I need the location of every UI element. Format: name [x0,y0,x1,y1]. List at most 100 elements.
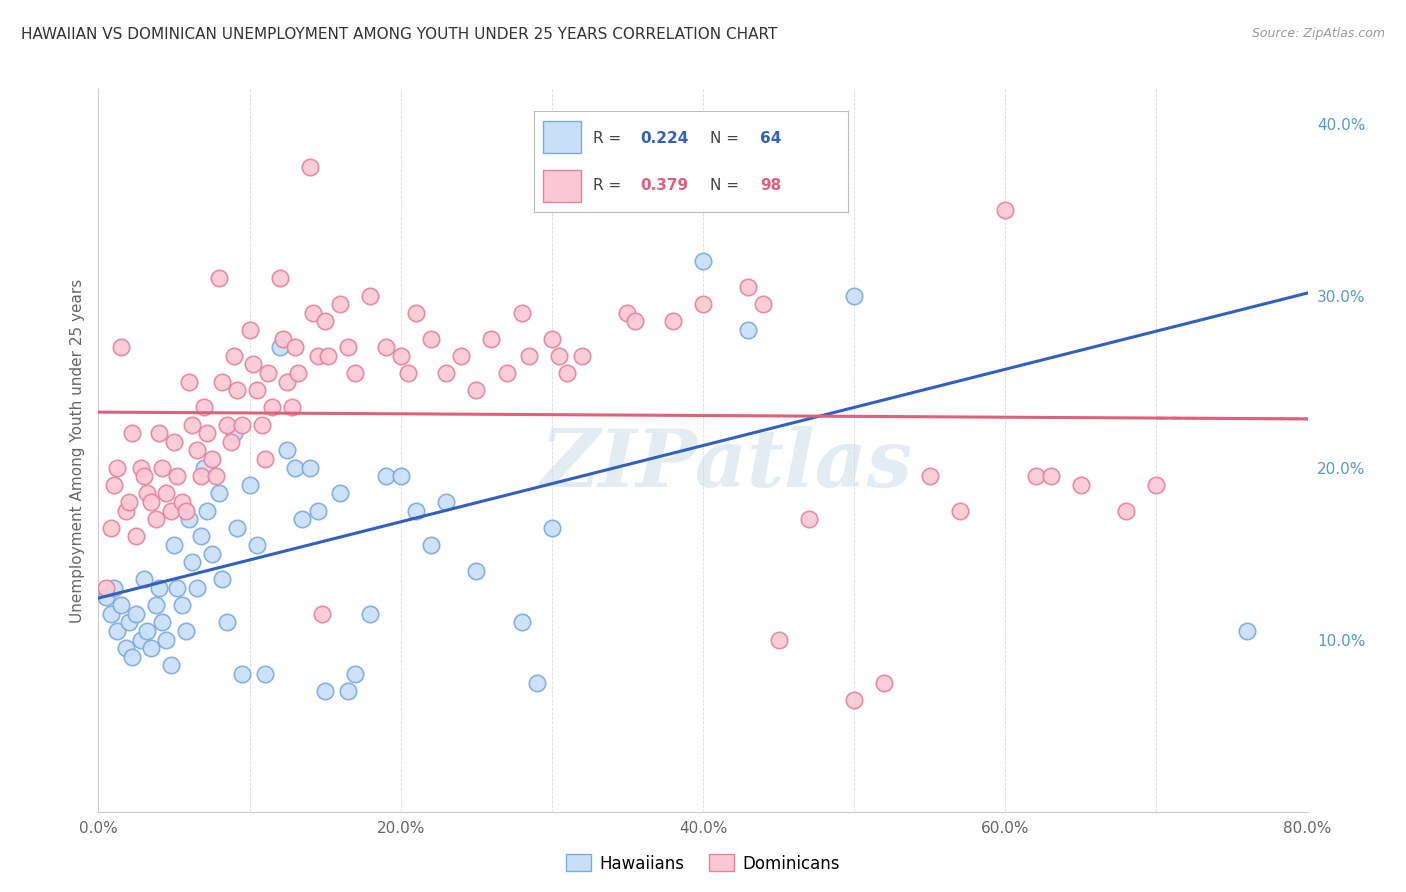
Point [389,349,412,363]
Y-axis label: Unemployment Among Youth under 25 years: Unemployment Among Youth under 25 years [69,278,84,623]
Point [205,469,228,483]
Point [692,297,714,311]
Point [163,538,186,552]
Point [208,486,231,500]
Point [360,607,382,621]
Point [302,306,325,320]
Point [155,632,177,647]
Point [195,426,218,441]
Point [226,384,249,398]
Point [110,340,132,354]
Point [434,366,457,380]
Point [170,495,193,509]
Point [540,521,562,535]
Point [148,426,170,441]
Point [299,460,322,475]
Point [166,581,188,595]
Point [316,349,339,363]
Point [752,297,775,311]
Point [132,469,155,483]
Point [163,434,186,449]
Point [360,288,382,302]
Point [1070,478,1092,492]
Point [141,495,163,509]
Point [540,332,562,346]
Point [150,615,173,630]
Point [211,573,233,587]
Point [193,401,215,415]
Point [517,349,540,363]
Point [239,323,262,337]
Point [287,366,309,380]
Point [94,590,117,604]
Point [174,503,197,517]
Point [208,271,231,285]
Point [94,581,117,595]
Point [186,581,208,595]
Point [276,375,298,389]
Point [118,615,141,630]
Point [336,684,359,698]
Point [201,547,224,561]
Text: HAWAIIAN VS DOMINICAN UNEMPLOYMENT AMONG YOUTH UNDER 25 YEARS CORRELATION CHART: HAWAIIAN VS DOMINICAN UNEMPLOYMENT AMONG… [21,27,778,42]
Point [307,349,329,363]
Point [344,366,367,380]
Point [307,503,329,517]
Point [141,641,163,656]
Point [135,486,157,500]
Point [160,503,183,517]
Point [284,340,307,354]
Point [125,529,148,543]
Point [281,401,304,415]
Point [918,469,941,483]
Point [114,641,136,656]
Point [271,332,294,346]
Point [336,340,359,354]
Point [145,599,167,613]
Point [129,632,152,647]
Point [374,469,396,483]
Point [526,675,548,690]
Point [571,168,593,182]
Point [105,624,128,639]
Point [211,375,233,389]
Point [239,478,262,492]
Point [548,349,571,363]
Point [253,452,276,467]
Point [262,401,284,415]
Point [256,366,278,380]
Point [624,314,647,328]
Legend: Hawaiians, Dominicans: Hawaiians, Dominicans [560,847,846,880]
Point [299,160,322,174]
Point [555,366,578,380]
Point [311,607,333,621]
Point [215,615,238,630]
Point [174,624,197,639]
Point [314,314,336,328]
Point [179,375,201,389]
Point [190,469,212,483]
Point [1144,478,1167,492]
Point [226,521,249,535]
Point [329,486,352,500]
Point [396,366,419,380]
Point [190,529,212,543]
Point [374,340,396,354]
Point [481,332,503,346]
Point [269,340,291,354]
Point [110,599,132,613]
Point [510,306,533,320]
Point [215,417,238,432]
Point [170,599,193,613]
Point [118,495,141,509]
Point [181,555,204,569]
Point [692,254,714,268]
Point [737,323,759,337]
Point [181,417,204,432]
Point [100,521,122,535]
Point [276,443,298,458]
Point [314,684,336,698]
Point [844,693,866,707]
Point [420,332,443,346]
Point [450,349,472,363]
